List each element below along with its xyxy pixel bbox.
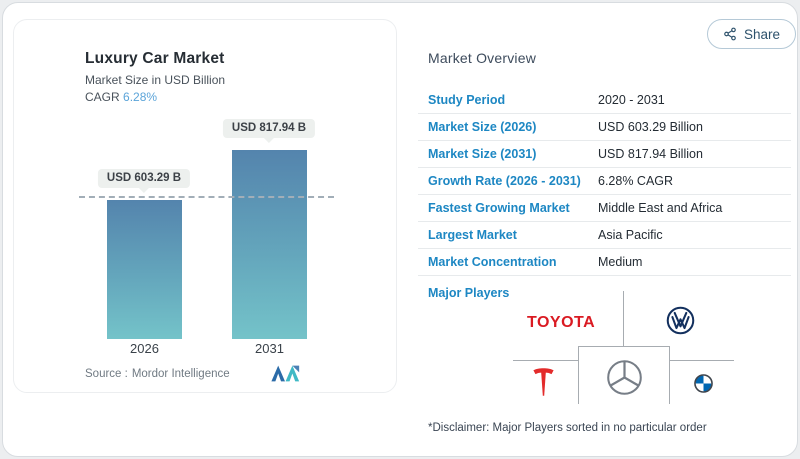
- source-label: Source :: [85, 368, 128, 380]
- players-divider-left: [513, 360, 578, 361]
- mordor-intelligence-logo-icon: [270, 365, 300, 387]
- overview-row: Market Size (2031) USD 817.94 Billion: [418, 141, 791, 168]
- mercedes-benz-logo-icon: [606, 359, 643, 401]
- overview-row-value: USD 817.94 Billion: [598, 147, 703, 161]
- x-axis-label-2031: 2031: [255, 341, 284, 356]
- chart-subtitle: Market Size in USD Billion: [85, 73, 226, 87]
- market-size-chart-card: USD 603.29 B USD 817.94 B Luxury Car Mar…: [13, 19, 397, 393]
- major-players-label: Major Players: [428, 286, 510, 300]
- players-divider-right: [670, 360, 734, 361]
- bar-2026: [107, 200, 182, 339]
- bar-chart-plot: USD 603.29 B USD 817.94 B: [14, 20, 396, 339]
- overview-row-value: 2020 - 2031: [598, 93, 665, 107]
- share-button[interactable]: Share: [707, 19, 797, 49]
- bar-2031: [232, 150, 307, 339]
- source-attribution: Source : Mordor Intelligence: [85, 368, 234, 380]
- overview-row-label: Market Size (2031): [428, 147, 537, 161]
- overview-row-label: Study Period: [428, 93, 506, 107]
- overview-row-value: Medium: [598, 255, 643, 269]
- overview-row-label: Fastest Growing Market: [428, 201, 570, 215]
- bar-value-label: USD 603.29 B: [97, 169, 191, 188]
- chart-header: Luxury Car Market Market Size in USD Bil…: [85, 50, 225, 104]
- overview-row: Growth Rate (2026 - 2031) 6.28% CAGR: [418, 168, 791, 195]
- overview-row-value: Asia Pacific: [598, 228, 663, 242]
- share-button-label: Share: [744, 26, 781, 42]
- overview-row-value: Middle East and Africa: [598, 201, 723, 215]
- chart-title: Luxury Car Market: [85, 50, 225, 67]
- overview-heading: Market Overview: [428, 50, 537, 66]
- players-disclaimer: *Disclaimer: Major Players sorted in no …: [428, 422, 707, 434]
- overview-row-label: Market Concentration: [428, 255, 557, 269]
- overview-table: Study Period 2020 - 2031 Market Size (20…: [418, 87, 791, 276]
- cagr-value: 6.28%: [123, 90, 158, 104]
- cagr-label: CAGR: [85, 90, 120, 104]
- overview-row: Fastest Growing Market Middle East and A…: [418, 195, 791, 222]
- bar-value-label: USD 817.94 B: [222, 119, 316, 138]
- overview-row-label: Market Size (2026): [428, 120, 537, 134]
- overview-row-value: 6.28% CAGR: [598, 174, 674, 188]
- bmw-logo-icon: [694, 374, 713, 398]
- source-name: Mordor Intelligence: [131, 368, 230, 380]
- players-divider-vertical: [623, 291, 624, 346]
- callout-pointer: [264, 138, 274, 143]
- bar-value-callout-2026: USD 603.29 B: [97, 168, 191, 193]
- overview-row: Study Period 2020 - 2031: [418, 87, 791, 114]
- toyota-logo: TOYOTA: [527, 314, 596, 331]
- share-icon: [723, 27, 737, 41]
- x-axis-label-2026: 2026: [130, 341, 159, 356]
- tesla-logo-icon: [532, 366, 555, 403]
- overview-row-label: Growth Rate (2026 - 2031): [428, 174, 581, 188]
- overview-row: Largest Market Asia Pacific: [418, 222, 791, 249]
- overview-row: Market Concentration Medium: [418, 249, 791, 276]
- overview-row-label: Largest Market: [428, 228, 517, 242]
- callout-pointer: [139, 188, 149, 193]
- chart-cagr: CAGR 6.28%: [85, 90, 225, 104]
- volkswagen-logo-icon: [666, 306, 695, 340]
- reference-line: [79, 196, 334, 198]
- overview-row-value: USD 603.29 Billion: [598, 120, 703, 134]
- bar-value-callout-2031: USD 817.94 B: [222, 118, 316, 143]
- overview-row: Market Size (2026) USD 603.29 Billion: [418, 114, 791, 141]
